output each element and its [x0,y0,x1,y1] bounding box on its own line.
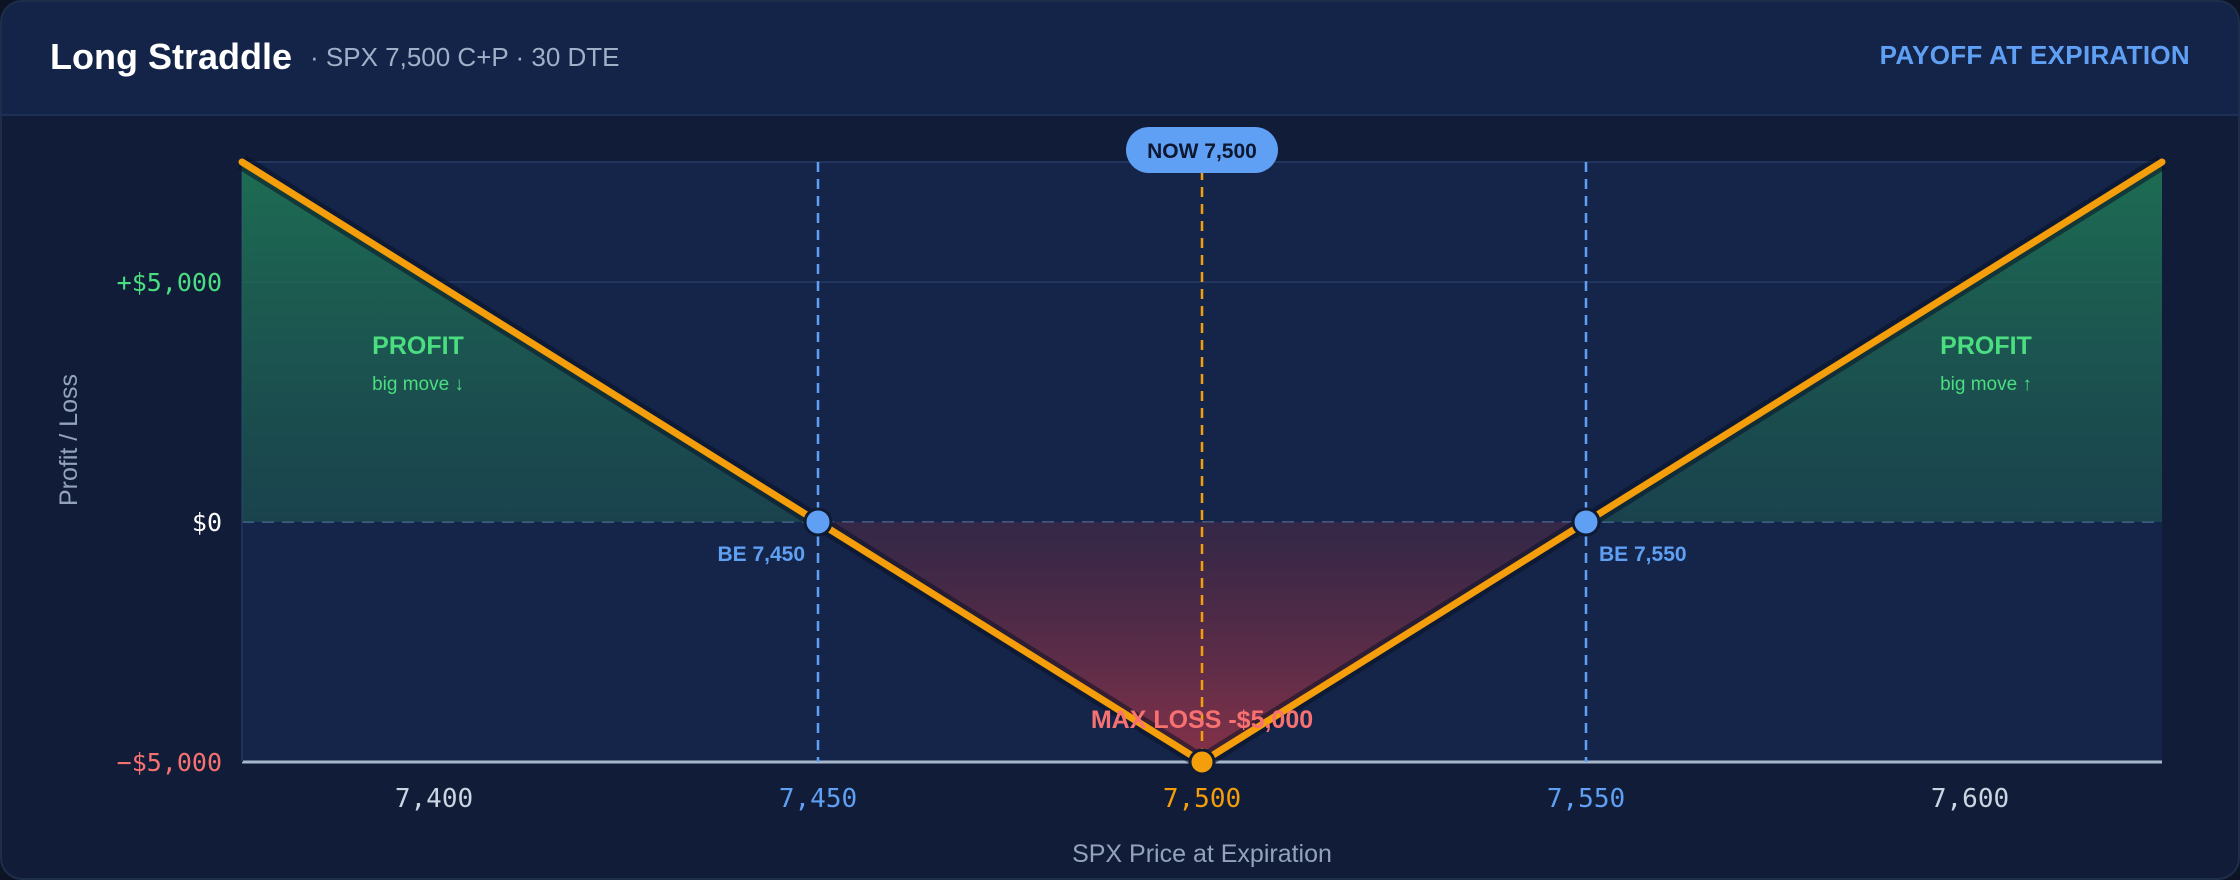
x-tick-label: 7,550 [1547,784,1625,814]
payoff-badge: PAYOFF AT EXPIRATION [1879,40,2190,70]
current-price-label: NOW 7,500 [1147,140,1257,163]
payoff-chart: +$5,000 $0 −$5,000 7,400 7,450 7,500 7,550 7,60… [55,127,2167,868]
profit-annotation-title: PROFIT [1940,332,2032,360]
profit-annotation-sub: big move ↑ [1940,374,2032,395]
profit-annotation-title: PROFIT [372,332,464,360]
breakeven-marker [1571,507,1601,537]
x-tick-label: 7,500 [1163,784,1241,814]
payoff-series [237,155,2167,776]
y-axis-title: Profit / Loss [55,374,83,506]
x-tick-label: 7,600 [1931,784,2009,814]
profit-annotation-sub: big move ↓ [372,374,464,395]
page-subtitle: · SPX 7,500 C+P · 30 DTE [310,42,620,72]
y-tick-label: +$5,000 [117,268,222,297]
breakeven-label: BE 7,450 [717,543,805,566]
current-price-pill [1126,127,1278,173]
x-tick-label: 7,400 [395,784,473,814]
page-title: Long Straddle [50,36,292,77]
max-loss-marker [1188,748,1216,776]
y-tick-label: −$5,000 [117,748,222,777]
chart-area: +$5,000 $0 −$5,000 7,400 7,450 7,500 7,550 7,60… [2,116,2238,878]
reference-lines [816,162,1588,762]
breakeven-marker [803,507,833,537]
breakeven-label: BE 7,550 [1599,543,1687,566]
loss-region [818,522,1586,762]
max-loss-label: MAX LOSS -$5,000 [1091,706,1313,734]
x-tick-label: 7,450 [779,784,857,814]
y-tick-label: $0 [192,508,222,537]
labels: +$5,000 $0 −$5,000 7,400 7,450 7,500 7,550 7,60… [55,127,2032,868]
header: Long Straddle · SPX 7,500 C+P · 30 DTE P… [2,2,2238,116]
x-axis-title: SPX Price at Expiration [1072,840,1332,868]
